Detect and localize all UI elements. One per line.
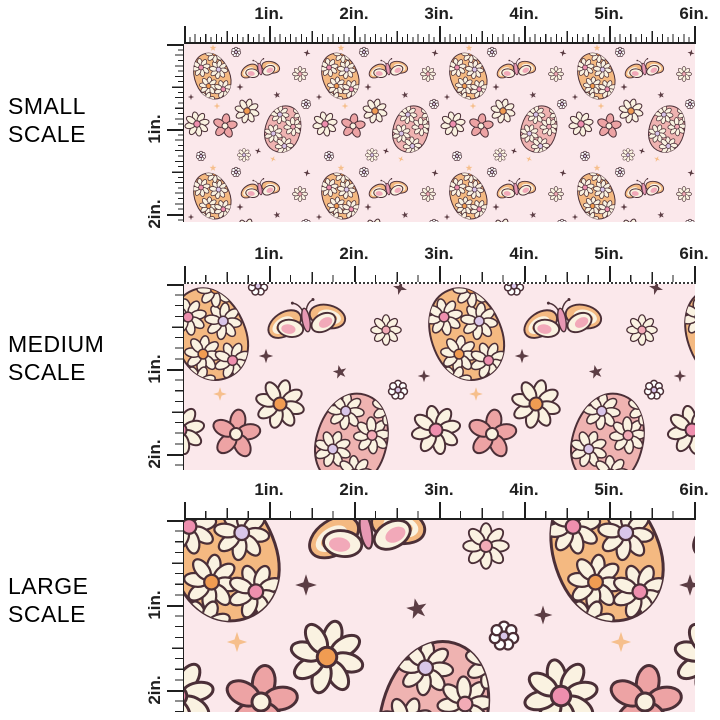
fabric-swatch-large-art — [184, 520, 695, 712]
ruler-label-2in: 2in. — [339, 4, 369, 23]
fabric-swatch-large — [184, 520, 695, 712]
ruler-label-4in: 4in. — [509, 480, 539, 499]
ruler-vlabel-1in: 1in. — [145, 590, 164, 620]
panel-label-small: SMALL SCALE — [8, 92, 86, 148]
ruler-label-2in: 2in. — [339, 244, 369, 263]
ruler-vlabel-2in: 2in. — [145, 199, 164, 229]
ruler-label-5in: 5in. — [594, 4, 624, 23]
horizontal-ruler-small — [184, 26, 696, 44]
ruler-label-3in: 3in. — [424, 4, 454, 23]
fabric-swatch-small — [184, 44, 695, 222]
panel-label-small-line2: SCALE — [8, 121, 86, 147]
ruler-label-4in: 4in. — [509, 244, 539, 263]
horizontal-ruler-labels-large: 1in. 2in. 3in. 4in. 5in. 6in. — [184, 480, 708, 500]
ruler-label-4in: 4in. — [509, 4, 539, 23]
panel-label-large-line1: LARGE — [8, 573, 89, 599]
ruler-label-2in: 2in. — [339, 480, 369, 499]
horizontal-ruler-large — [184, 502, 696, 520]
fabric-swatch-medium-art — [184, 284, 695, 470]
ruler-label-6in: 6in. — [679, 480, 709, 499]
panel-label-medium: MEDIUM SCALE — [8, 330, 104, 386]
ruler-vlabel-1in: 1in. — [145, 114, 164, 144]
ruler-label-1in: 1in. — [254, 480, 284, 499]
vertical-ruler-medium — [167, 284, 185, 470]
horizontal-ruler-labels-small: 1in. 2in. 3in. 4in. 5in. 6in. — [184, 4, 708, 24]
ruler-label-1in: 1in. — [254, 4, 284, 23]
vertical-ruler-small — [167, 44, 185, 222]
panel-label-medium-line2: SCALE — [8, 359, 86, 385]
horizontal-ruler-labels-medium: 1in. 2in. 3in. 4in. 5in. 6in. — [184, 244, 708, 264]
panel-label-small-line1: SMALL — [8, 93, 86, 119]
panel-label-large-line2: SCALE — [8, 601, 86, 627]
ruler-vlabel-1in: 1in. — [145, 354, 164, 384]
panel-label-large: LARGE SCALE — [8, 572, 88, 628]
ruler-label-6in: 6in. — [679, 4, 709, 23]
ruler-label-3in: 3in. — [424, 244, 454, 263]
ruler-label-1in: 1in. — [254, 244, 284, 263]
fabric-swatch-small-art — [184, 44, 695, 222]
ruler-label-3in: 3in. — [424, 480, 454, 499]
ruler-label-5in: 5in. — [594, 244, 624, 263]
panel-label-medium-line1: MEDIUM — [8, 331, 105, 357]
ruler-vlabel-2in: 2in. — [145, 439, 164, 469]
fabric-swatch-medium — [184, 284, 695, 470]
ruler-vlabel-2in: 2in. — [145, 675, 164, 705]
vertical-ruler-large — [167, 520, 185, 712]
horizontal-ruler-medium — [184, 266, 696, 284]
ruler-label-6in: 6in. — [679, 244, 709, 263]
ruler-label-5in: 5in. — [594, 480, 624, 499]
